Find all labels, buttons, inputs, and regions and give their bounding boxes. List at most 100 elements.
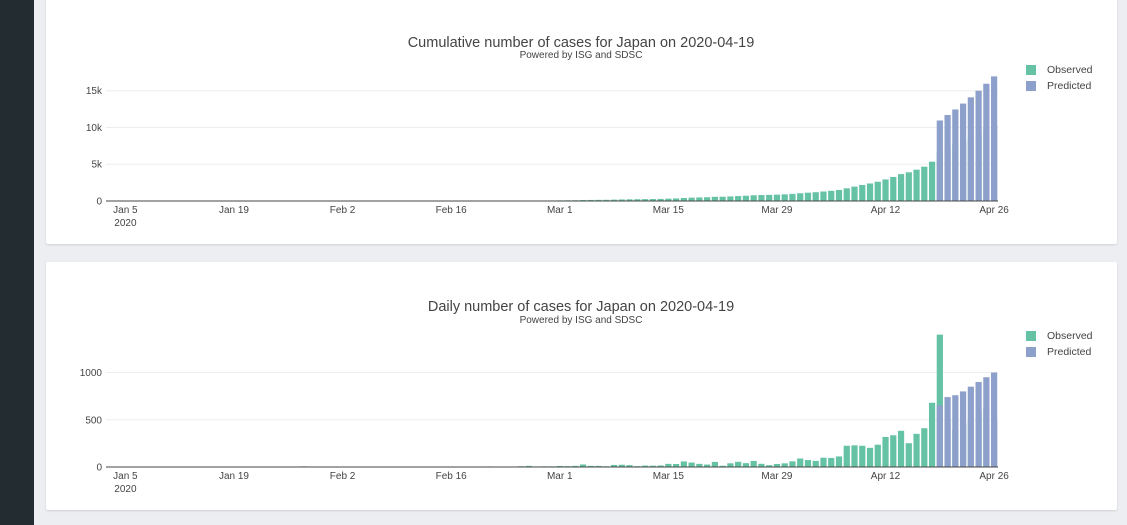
y-tick-label: 15k xyxy=(86,86,103,97)
predicted-bar xyxy=(936,405,943,467)
observed-bar xyxy=(572,465,579,467)
observed-bar xyxy=(835,456,843,467)
chart-legend[interactable]: Observed Predicted xyxy=(1026,62,1093,94)
observed-bar xyxy=(789,461,796,467)
predicted-bar xyxy=(944,397,951,467)
predicted-bar xyxy=(983,377,990,467)
observed-bar xyxy=(665,463,672,467)
observed-bar xyxy=(704,464,711,467)
predicted-bar xyxy=(967,97,974,201)
y-tick-label: 5k xyxy=(91,160,103,171)
observed-bar xyxy=(905,172,912,201)
predicted-bar xyxy=(991,76,998,201)
predicted-bar xyxy=(983,83,990,201)
observed-bar xyxy=(618,464,625,467)
observed-bar xyxy=(680,461,687,467)
legend-item-predicted[interactable]: Predicted xyxy=(1026,344,1093,360)
app-sidebar xyxy=(0,0,34,525)
observed-bar xyxy=(835,189,843,201)
observed-bar xyxy=(711,461,718,467)
x-tick-label: Apr 12 xyxy=(871,471,901,482)
legend-item-predicted[interactable]: Predicted xyxy=(1026,78,1093,94)
predicted-swatch-icon xyxy=(1026,81,1036,91)
observed-bar xyxy=(610,199,618,201)
observed-bar xyxy=(890,435,897,467)
observed-bar xyxy=(742,463,750,467)
observed-bar xyxy=(688,197,695,201)
cumulative-chart-card: Cumulative number of cases for Japan on … xyxy=(46,0,1117,244)
legend-label-observed: Observed xyxy=(1047,330,1093,342)
x-tick-label: Jan 19 xyxy=(219,471,249,482)
observed-bar xyxy=(595,199,602,201)
observed-bar xyxy=(890,176,897,201)
chart-subtitle: Powered by ISG and SDSC xyxy=(519,315,643,326)
chart-legend[interactable]: Observed Predicted xyxy=(1026,328,1093,360)
observed-bar xyxy=(626,465,633,467)
observed-bar xyxy=(781,463,788,467)
predicted-bar xyxy=(936,120,943,201)
legend-item-observed[interactable]: Observed xyxy=(1026,328,1093,344)
x-tick-label: Mar 29 xyxy=(761,205,793,216)
cumulative-plot: 0 5k 10k 15k Jan 5 2020 Jan 19 Feb 2 Feb 16 Mar 1… xyxy=(86,76,1009,229)
x-tick-label: Feb 2 xyxy=(330,205,356,216)
legend-item-observed[interactable]: Observed xyxy=(1026,62,1093,78)
observed-bar xyxy=(688,462,695,467)
observed-bar xyxy=(579,464,587,467)
predicted-bar xyxy=(952,395,959,467)
observed-bar xyxy=(618,199,625,201)
observed-bar xyxy=(665,198,672,201)
observed-bar xyxy=(828,190,835,201)
observed-bar xyxy=(525,465,532,467)
observed-bar xyxy=(936,334,943,467)
x-tick-year-label: 2020 xyxy=(114,218,137,229)
observed-bar xyxy=(843,188,850,201)
observed-bar xyxy=(719,465,726,467)
chart-title: Cumulative number of cases for Japan on … xyxy=(407,35,755,51)
predicted-bar xyxy=(944,115,951,201)
x-tick-label: Apr 12 xyxy=(871,205,901,216)
observed-bar xyxy=(773,463,781,467)
x-tick-label: Feb 16 xyxy=(436,205,468,216)
observed-bar xyxy=(928,402,936,467)
observed-bar xyxy=(866,183,874,201)
x-tick-label: Mar 1 xyxy=(547,471,573,482)
predicted-bar xyxy=(952,109,959,201)
observed-bar xyxy=(828,457,835,467)
observed-bar xyxy=(735,196,742,201)
y-tick-label: 1000 xyxy=(80,368,103,379)
observed-bar xyxy=(897,174,905,201)
observed-bar xyxy=(680,198,687,201)
observed-bar xyxy=(812,460,819,467)
legend-label-predicted: Predicted xyxy=(1047,346,1092,358)
observed-bar xyxy=(897,430,905,467)
legend-label-observed: Observed xyxy=(1047,64,1093,76)
x-tick-label: Jan 5 xyxy=(113,471,138,482)
predicted-bar xyxy=(959,391,967,467)
observed-bar xyxy=(758,463,765,467)
x-tick-label: Mar 15 xyxy=(653,471,685,482)
observed-bar xyxy=(711,196,718,201)
x-tick-label: Mar 29 xyxy=(761,471,793,482)
observed-bar xyxy=(603,199,610,201)
x-tick-label: Apr 26 xyxy=(979,205,1009,216)
observed-bar xyxy=(913,169,920,201)
observed-bar xyxy=(696,463,703,467)
observed-bar xyxy=(882,436,889,467)
observed-bar xyxy=(874,444,881,467)
observed-bar xyxy=(704,197,711,201)
observed-bar xyxy=(727,196,734,201)
chart-subtitle: Powered by ISG and SDSC xyxy=(519,50,643,61)
predicted-bar xyxy=(967,386,974,467)
observed-bar xyxy=(657,465,664,467)
observed-bar xyxy=(758,195,765,201)
observed-swatch-icon xyxy=(1026,331,1036,341)
observed-bar xyxy=(719,196,726,201)
observed-swatch-icon xyxy=(1026,65,1036,75)
y-tick-label: 10k xyxy=(86,123,103,134)
observed-bar xyxy=(587,199,594,201)
observed-bar xyxy=(587,465,594,467)
observed-bar xyxy=(866,447,874,467)
x-tick-label: Jan 5 xyxy=(113,205,138,216)
x-tick-label: Mar 15 xyxy=(653,205,685,216)
observed-bar xyxy=(766,465,773,467)
